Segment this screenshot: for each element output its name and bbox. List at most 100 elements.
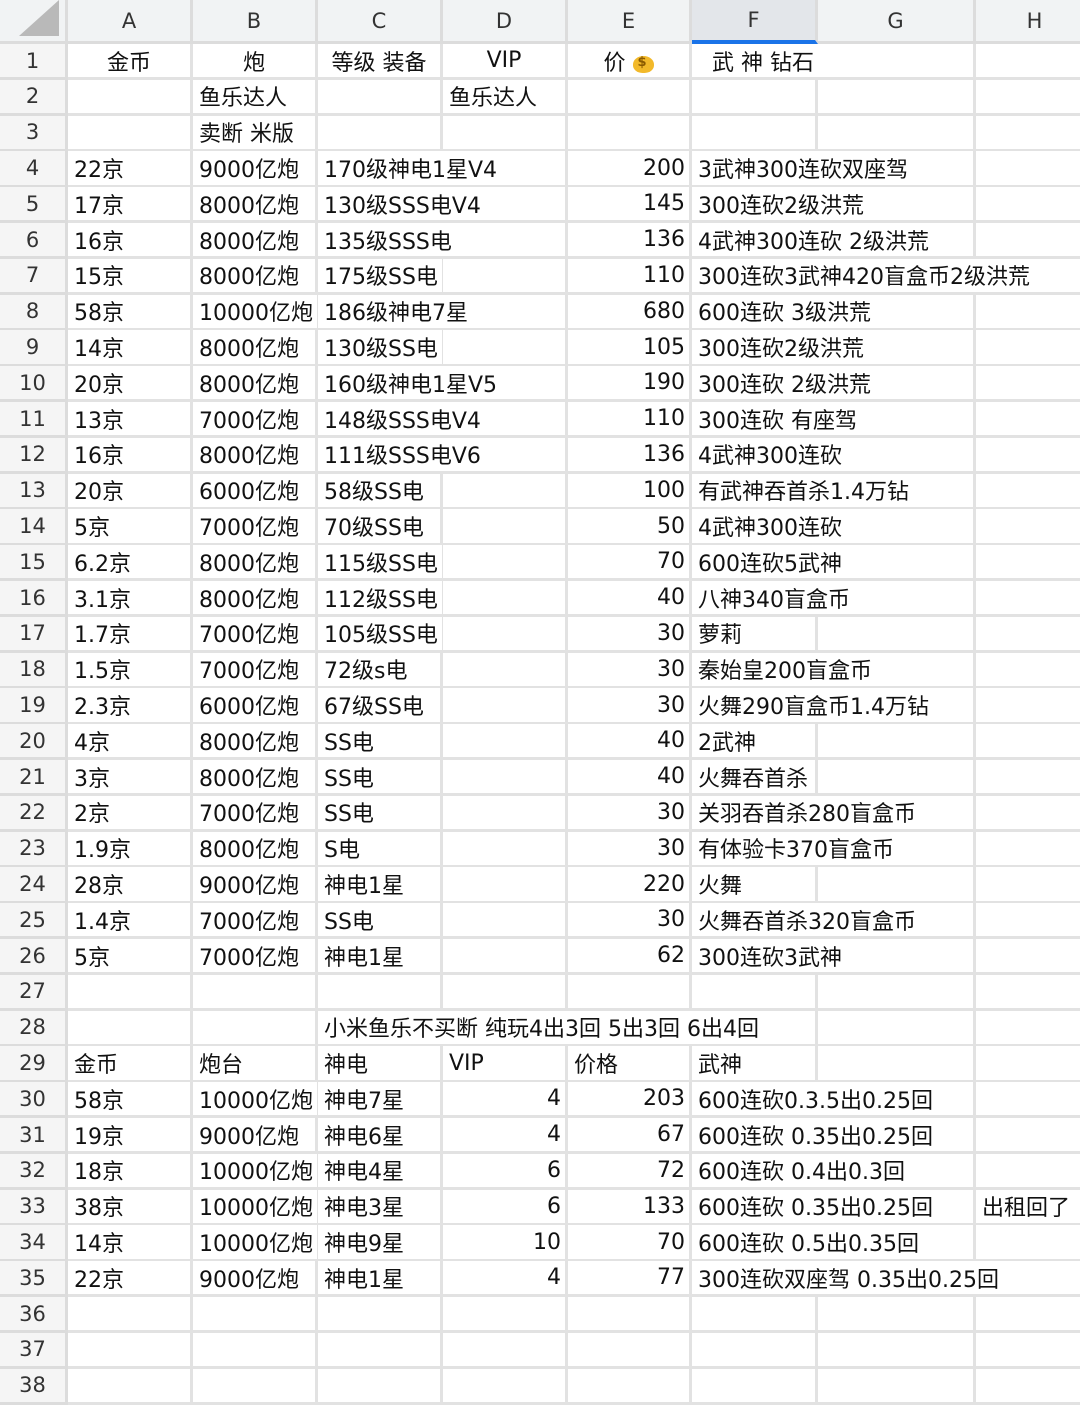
cell-e21[interactable]: 40	[568, 760, 692, 797]
cell-e13[interactable]: 100	[568, 473, 692, 510]
cell-b11[interactable]: 7000亿炮	[193, 402, 318, 439]
cell-h11[interactable]	[976, 402, 1080, 439]
row-header-10[interactable]: 10	[0, 366, 68, 403]
cell-h9[interactable]	[976, 330, 1080, 367]
cell-h18[interactable]	[976, 652, 1080, 689]
cell-a6[interactable]: 16京	[68, 223, 193, 260]
cell-a28[interactable]	[68, 1010, 193, 1047]
cell-d13[interactable]	[443, 473, 568, 510]
cell-b37[interactable]	[193, 1332, 318, 1370]
cell-e18[interactable]: 30	[568, 652, 692, 689]
cell-c7[interactable]: 175级SS电	[318, 258, 443, 296]
cell-h37[interactable]	[976, 1332, 1080, 1370]
cell-f32[interactable]: 600连砍 0.4出0.3回	[692, 1153, 909, 1191]
cell-e31[interactable]: 67	[568, 1118, 692, 1155]
row-header-9[interactable]: 9	[0, 330, 68, 367]
cell-e3[interactable]	[568, 115, 692, 152]
cell-f19[interactable]: 火舞290盲盒币1.4万钻	[692, 688, 933, 725]
cell-a37[interactable]	[68, 1332, 193, 1370]
row-header-13[interactable]: 13	[0, 473, 68, 510]
cell-f29[interactable]: 武神	[692, 1046, 818, 1083]
cell-b7[interactable]: 8000亿炮	[193, 258, 318, 296]
cell-f24[interactable]: 火舞	[692, 867, 818, 904]
cell-f14[interactable]: 4武神300连砍	[692, 509, 846, 546]
cell-a4[interactable]: 22京	[68, 151, 193, 188]
cell-f3[interactable]	[692, 115, 818, 152]
cell-e35[interactable]: 77	[568, 1261, 692, 1298]
cell-h13[interactable]	[976, 473, 1080, 510]
cell-c30[interactable]: 神电7星	[318, 1082, 443, 1119]
cell-d14[interactable]	[443, 509, 568, 546]
cell-e25[interactable]: 30	[568, 903, 692, 940]
cell-d33[interactable]: 6	[443, 1189, 568, 1226]
cell-e26[interactable]: 62	[568, 939, 692, 976]
cell-f8[interactable]: 600连砍 3级洪荒	[692, 294, 875, 331]
cell-d17[interactable]	[443, 616, 568, 654]
cell-h20[interactable]	[976, 724, 1080, 761]
cell-b10[interactable]: 8000亿炮	[193, 366, 318, 403]
cell-c12[interactable]: 111级SSS电V6	[318, 437, 485, 475]
column-header-f[interactable]: F	[692, 0, 818, 44]
cell-c34[interactable]: 神电9星	[318, 1225, 443, 1262]
row-header-1[interactable]: 1	[0, 44, 68, 81]
cell-d38[interactable]	[443, 1368, 568, 1405]
cell-e9[interactable]: 105	[568, 330, 692, 367]
cell-f31[interactable]: 600连砍 0.35出0.25回	[692, 1118, 937, 1155]
cell-d37[interactable]	[443, 1332, 568, 1370]
cell-h27[interactable]	[976, 974, 1080, 1012]
cell-d6[interactable]	[443, 223, 568, 260]
cell-f12[interactable]: 4武神300连砍	[692, 437, 846, 475]
cell-d9[interactable]	[443, 330, 568, 367]
row-header-26[interactable]: 26	[0, 939, 68, 976]
cell-d23[interactable]	[443, 831, 568, 868]
cell-g3[interactable]	[818, 115, 976, 152]
cell-b3[interactable]: 卖断 米版	[193, 115, 318, 152]
cell-e15[interactable]: 70	[568, 545, 692, 582]
cell-b35[interactable]: 9000亿炮	[193, 1261, 318, 1298]
cell-e36[interactable]	[568, 1297, 692, 1334]
cell-g27[interactable]	[818, 974, 976, 1012]
cell-b9[interactable]: 8000亿炮	[193, 330, 318, 367]
cell-a9[interactable]: 14京	[68, 330, 193, 367]
cell-d31[interactable]: 4	[443, 1118, 568, 1155]
cell-c17[interactable]: 105级SS电	[318, 616, 443, 654]
cell-h25[interactable]	[976, 903, 1080, 940]
cell-d15[interactable]	[443, 545, 568, 582]
cell-b14[interactable]: 7000亿炮	[193, 509, 318, 546]
column-header-g[interactable]: G	[818, 0, 976, 44]
cell-c22[interactable]: SS电	[318, 795, 443, 833]
cell-f17[interactable]: 萝莉	[692, 616, 818, 654]
cell-b1[interactable]: 炮	[193, 44, 318, 81]
cell-h34[interactable]	[976, 1225, 1080, 1262]
cell-g17[interactable]	[818, 616, 976, 654]
cell-h38[interactable]	[976, 1368, 1080, 1405]
cell-a12[interactable]: 16京	[68, 437, 193, 475]
cell-e2[interactable]	[568, 79, 692, 117]
cell-h31[interactable]	[976, 1118, 1080, 1155]
cell-c20[interactable]: SS电	[318, 724, 443, 761]
cell-b23[interactable]: 8000亿炮	[193, 831, 318, 868]
cell-h24[interactable]	[976, 867, 1080, 904]
cell-b6[interactable]: 8000亿炮	[193, 223, 318, 260]
cell-e1[interactable]: 价	[568, 44, 692, 81]
cell-e7[interactable]: 110	[568, 258, 692, 296]
cell-h4[interactable]	[976, 151, 1080, 188]
cell-a31[interactable]: 19京	[68, 1118, 193, 1155]
cell-c18[interactable]: 72级s电	[318, 652, 443, 689]
cell-c25[interactable]: SS电	[318, 903, 443, 940]
cell-f25[interactable]: 火舞吞首杀320盲盒币	[692, 903, 920, 940]
cell-b13[interactable]: 6000亿炮	[193, 473, 318, 510]
cell-f22[interactable]: 关羽吞首杀280盲盒币	[692, 795, 920, 833]
cell-h33[interactable]: 出租回了	[976, 1189, 1080, 1226]
cell-g28[interactable]	[818, 1010, 976, 1047]
cell-c31[interactable]: 神电6星	[318, 1118, 443, 1155]
cell-c26[interactable]: 神电1星	[318, 939, 443, 976]
cell-e14[interactable]: 50	[568, 509, 692, 546]
row-header-12[interactable]: 12	[0, 437, 68, 475]
cell-b22[interactable]: 7000亿炮	[193, 795, 318, 833]
cell-b25[interactable]: 7000亿炮	[193, 903, 318, 940]
cell-d25[interactable]	[443, 903, 568, 940]
cell-e33[interactable]: 133	[568, 1189, 692, 1226]
cell-d16[interactable]	[443, 581, 568, 618]
row-header-16[interactable]: 16	[0, 581, 68, 618]
